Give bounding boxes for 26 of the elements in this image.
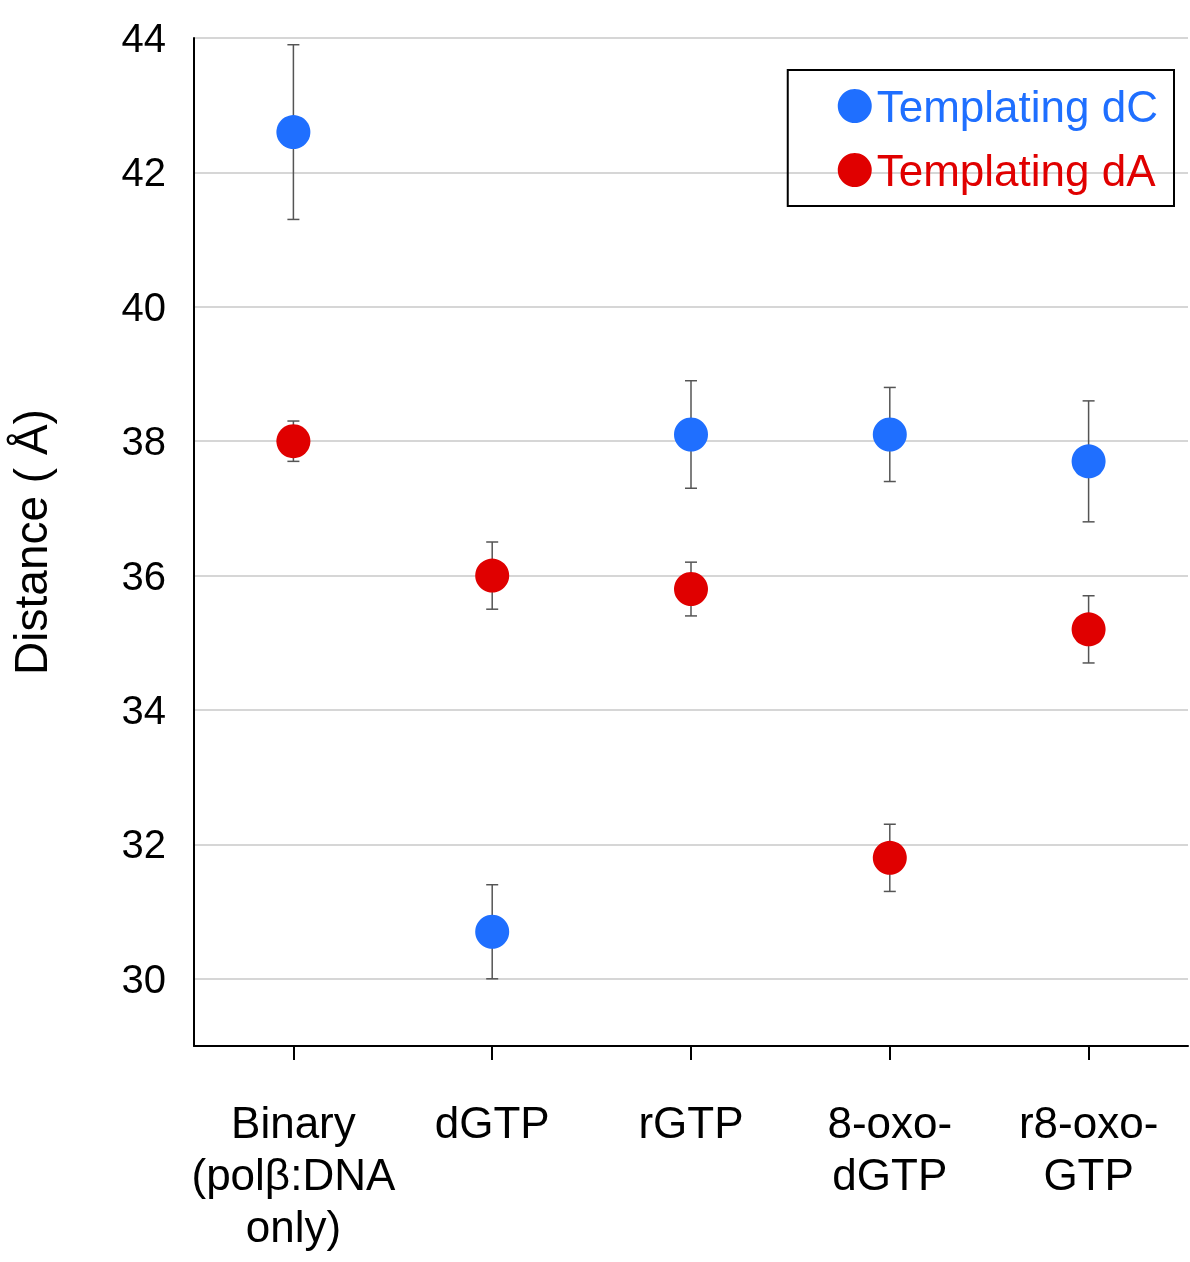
y-axis-title: Distance ( Å) [5,409,57,675]
point [674,572,708,607]
point [872,840,907,875]
legend-label: Templating dA [876,145,1157,195]
x-tick-label: Binary (polβ:DNA only) [191,1097,396,1251]
y-tick-label: 30 [121,956,166,1001]
x-tick-label: dGTP [434,1097,550,1147]
point [674,417,708,452]
x-tick-label: r8-oxo- GTP [1018,1097,1159,1199]
x-tick-label: 8-oxo- dGTP [827,1097,953,1199]
point [872,417,907,452]
point [475,558,510,593]
y-tick-label: 38 [121,419,166,464]
y-tick-label: 40 [121,284,166,329]
point [276,424,311,459]
y-tick-label: 36 [121,553,166,598]
legend-label: Templating dC [876,81,1159,131]
x-tick-label: rGTP [638,1097,744,1147]
y-tick-label: 42 [121,150,166,195]
point [276,115,311,150]
y-tick-label: 44 [121,16,166,60]
point [1071,612,1106,647]
y-tick-label: 34 [121,688,166,732]
y-tick-label: 32 [121,822,166,867]
point [1071,444,1106,479]
point [475,914,510,949]
